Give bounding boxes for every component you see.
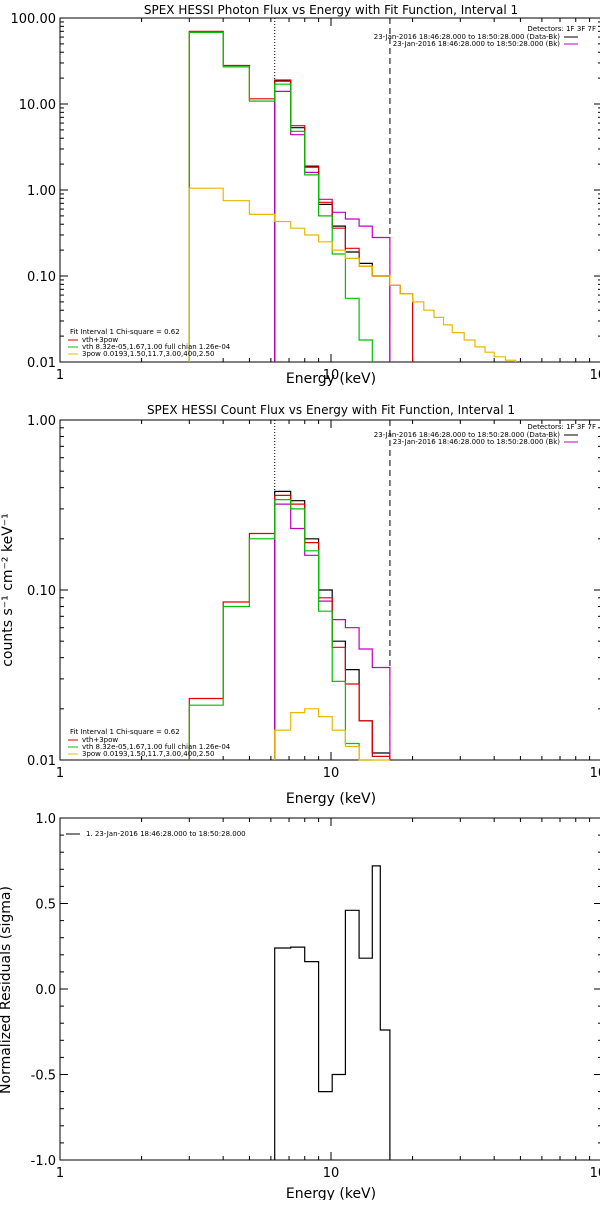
photon-flux-panel: SPEX HESSI Photon Flux vs Energy with Fi… (11, 3, 600, 387)
photon-flux-title: SPEX HESSI Photon Flux vs Energy with Fi… (144, 3, 518, 17)
photon-flux-ytick-label: 100.00 (11, 12, 57, 27)
photon-flux-ytick-label: 10.00 (19, 98, 56, 113)
count-flux-panel: SPEX HESSI Count Flux vs Energy with Fit… (0, 403, 600, 807)
photon-flux-xlabel: Energy (keV) (286, 371, 376, 387)
count-flux-ylabel: counts s⁻¹ cm⁻² keV⁻¹ (0, 513, 16, 667)
count-flux-series (189, 491, 390, 760)
residuals-ytick-label: 1.0 (35, 812, 56, 827)
residuals-panel: 1 10 100 -1.0 -0.5 0.0 0.5 1.0 Energy (keV) Nor… (0, 812, 600, 1200)
residuals-axis-ticks: 1 10 100 -1.0 -0.5 0.0 0.5 1.0 (31, 812, 600, 1181)
residuals-ytick-label: 0.0 (35, 983, 56, 998)
photon-flux-series (189, 31, 515, 362)
residuals-ytick-label: -0.5 (31, 1069, 56, 1084)
residuals-xtick-label: 10 (323, 1166, 340, 1181)
count-flux-series-2 (189, 495, 390, 760)
count-flux-ytick-label: 0.10 (27, 584, 56, 599)
photon-flux-xtick-label: 100 (590, 368, 600, 383)
photon-flux-series-4 (189, 188, 515, 362)
photon-flux-legend-header: Fit Interval 1 Chi-square = 0.62 (70, 328, 180, 336)
residuals-ylabel: Normalized Residuals (sigma) (0, 886, 14, 1094)
count-flux-ytick-label: 1.00 (27, 414, 56, 429)
photon-flux-plot-frame (60, 18, 600, 362)
count-flux-legend-3pow: 3pow 0.0193,1.50,11.7,3.00,400,2.50 (82, 750, 214, 758)
photon-flux-series-3 (189, 32, 372, 362)
count-flux-xtick-label: 10 (323, 766, 340, 781)
photon-flux-legend-3pow: 3pow 0.0193,1.50,11.7,3.00,400,2.50 (82, 350, 214, 358)
count-flux-ytick-label: 0.01 (27, 754, 56, 769)
photon-flux-xtick-label: 1 (56, 368, 64, 383)
residuals-series-0 (275, 866, 390, 1160)
residuals-xtick-label: 1 (56, 1166, 64, 1181)
count-flux-legend-header: Fit Interval 1 Chi-square = 0.62 (70, 728, 180, 736)
photon-flux-ytick-label: 1.00 (27, 184, 56, 199)
count-flux-xtick-label: 100 (590, 766, 600, 781)
residuals-ytick-label: -1.0 (31, 1154, 56, 1169)
residuals-xlabel: Energy (keV) (286, 1186, 376, 1200)
residuals-xtick-label: 100 (590, 1166, 600, 1181)
count-flux-series-3 (189, 500, 372, 760)
photon-flux-info-line-bk: 23-Jan-2016 18:46:28.000 to 18:50:28.000… (393, 40, 561, 48)
photon-flux-energy-markers (275, 18, 390, 362)
count-flux-xlabel: Energy (keV) (286, 791, 376, 807)
residuals-legend-entry: 1. 23-Jan-2016 18:46:28.000 to 18:50:28.… (86, 830, 246, 838)
count-flux-xtick-label: 1 (56, 766, 64, 781)
residuals-ytick-label: 0.5 (35, 898, 56, 913)
count-flux-detectors-label: Detectors: 1F 3F 7F (527, 423, 596, 431)
residuals-plot-frame (60, 818, 600, 1160)
photon-flux-ytick-label: 0.01 (27, 356, 56, 371)
count-flux-axis-ticks: 1 10 100 0.01 0.10 1.00 (27, 414, 600, 781)
photon-flux-ytick-label: 0.10 (27, 270, 56, 285)
residuals-series (275, 866, 390, 1160)
count-flux-info-line-bk: 23-Jan-2016 18:46:28.000 to 18:50:28.000… (393, 438, 561, 446)
count-flux-title: SPEX HESSI Count Flux vs Energy with Fit… (147, 403, 515, 417)
photon-flux-detectors-label: Detectors: 1F 3F 7F (527, 25, 596, 33)
